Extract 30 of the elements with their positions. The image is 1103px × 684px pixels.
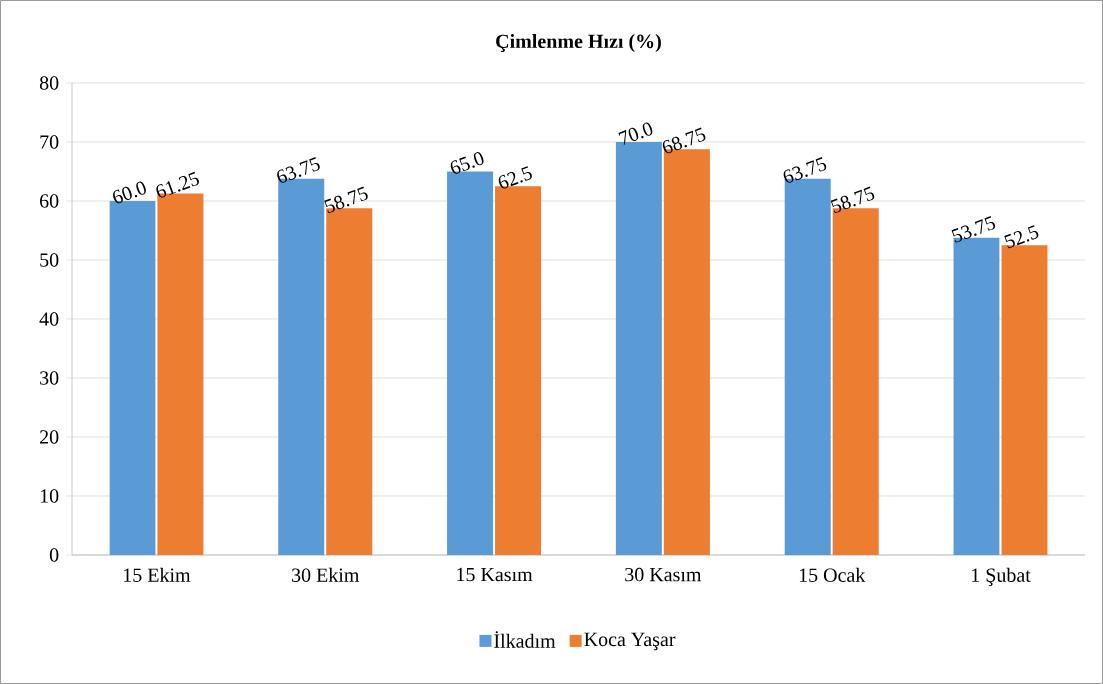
data-label: 62.5 [498,166,532,189]
data-label: 68.75 [662,127,706,154]
y-tick-label: 40 [39,312,59,326]
data-label: 63.75 [277,157,320,183]
data-label: 52.5 [1004,225,1039,249]
data-label: 58.75 [830,186,875,214]
chart-title: Çimlenme Hızı (%) [496,33,661,53]
legend-label: İlkadım [494,631,556,648]
x-tick-label: 30 Ekim [292,567,360,582]
data-label: 60.0 [113,181,146,204]
data-label: 61.25 [156,171,199,198]
y-tick-label: 20 [40,430,59,444]
x-tick-label: 15 Kasım [457,567,533,582]
y-tick-label: 80 [39,76,59,90]
data-label: 70.0 [618,122,653,145]
data-label: 65.0 [450,152,484,174]
y-tick-label: 0 [49,548,59,562]
y-tick-label: 30 [40,371,59,385]
y-tick-label: 10 [40,489,59,503]
data-label: 63.75 [783,157,827,183]
x-tick-label: 1 Şubat [972,567,1031,586]
y-tick-label: 60 [40,194,59,208]
x-tick-label: 15 Ocak [799,567,866,582]
data-label: 58.75 [324,186,368,214]
y-tick-label: 70 [40,135,59,149]
x-tick-label: 15 Ekim [124,567,191,582]
data-label: 53.75 [951,216,996,243]
x-tick-label: 30 Kasım [625,567,702,582]
legend-label: Koca Yaşar [584,632,676,651]
y-tick-label: 50 [40,253,59,267]
